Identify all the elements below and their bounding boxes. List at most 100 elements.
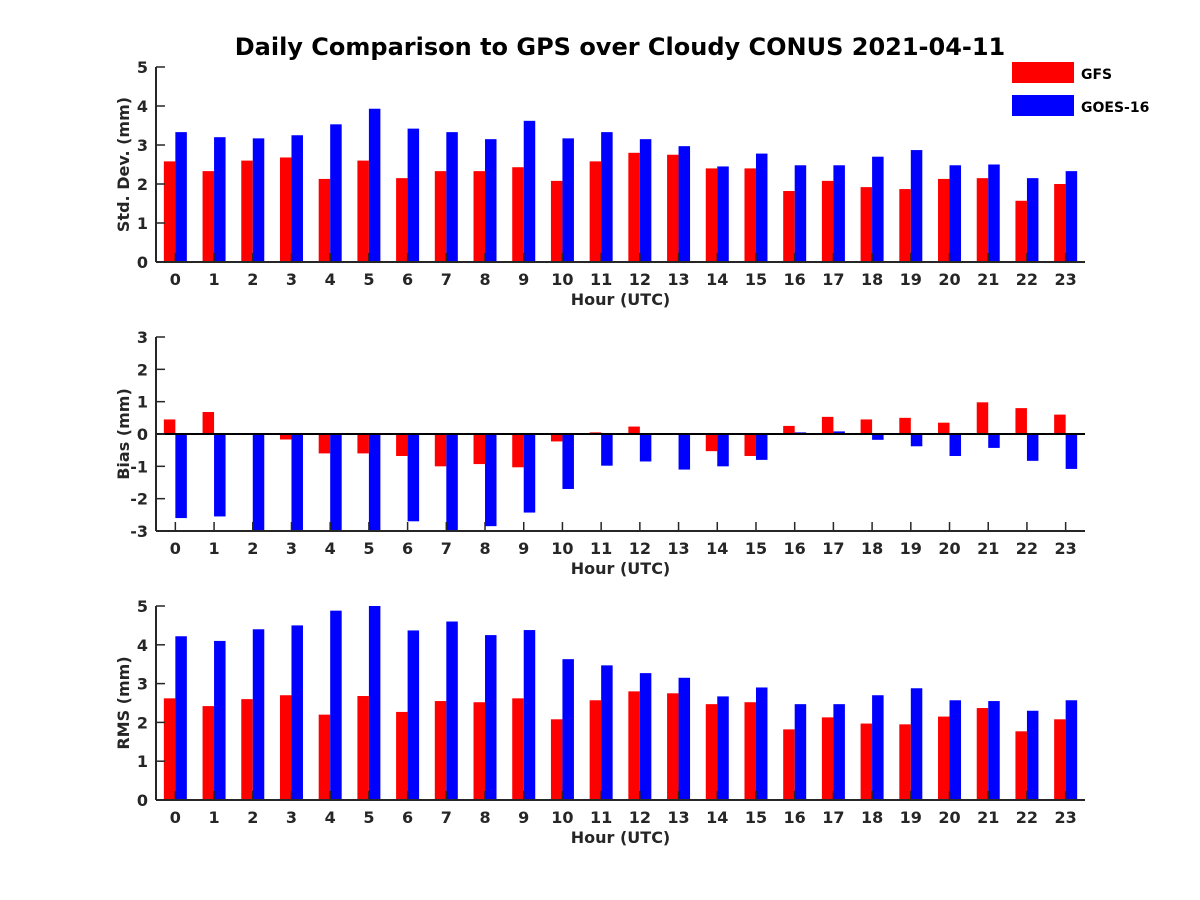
stddev-x-tick-label: 17	[822, 270, 844, 289]
stddev-bar-goes16-9	[523, 120, 536, 262]
rms-bar-goes16-19	[910, 688, 923, 800]
legend-swatch-goes16	[1012, 95, 1074, 116]
rms-x-tick-label: 9	[518, 808, 529, 827]
stddev-bar-goes16-13	[678, 146, 691, 262]
bias-bar-goes16-0	[175, 434, 187, 519]
bias-y-tick-label: -2	[130, 490, 148, 509]
rms-bar-gfs-11	[589, 700, 602, 800]
rms-bar-goes16-14	[717, 696, 729, 800]
bias-x-tick-label: 9	[518, 539, 529, 558]
rms-y-tick-label: 2	[137, 713, 148, 732]
bias-bar-goes16-18	[872, 434, 884, 440]
stddev-bar-gfs-16	[783, 191, 795, 262]
stddev-x-tick-label: 15	[745, 270, 767, 289]
stddev-bar-goes16-8	[485, 139, 497, 262]
stddev-x-axis-label: Hour (UTC)	[571, 290, 671, 309]
rms-x-tick-label: 2	[247, 808, 258, 827]
bias-bar-goes16-6	[407, 434, 420, 522]
bias-y-tick-label: 3	[137, 328, 148, 347]
rms-bar-goes16-5	[368, 606, 381, 800]
bias-bar-goes16-8	[485, 434, 497, 527]
bias-bar-goes16-7	[446, 434, 458, 531]
bias-x-tick-label: 4	[325, 539, 336, 558]
stddev-bar-gfs-20	[938, 178, 950, 262]
stddev-x-tick-label: 23	[1055, 270, 1077, 289]
bias-bar-goes16-12	[639, 434, 652, 462]
stddev-bar-gfs-7	[434, 171, 447, 262]
stddev-bar-goes16-23	[1065, 171, 1078, 262]
stddev-bar-gfs-10	[550, 180, 563, 262]
bias-bar-gfs-18	[860, 419, 873, 434]
stddev-bar-goes16-20	[949, 165, 962, 262]
bias-bar-goes16-13	[678, 434, 691, 470]
legend-swatch-gfs	[1012, 62, 1074, 83]
stddev-bar-goes16-22	[1026, 178, 1039, 262]
rms-bar-goes16-21	[988, 701, 1000, 800]
stddev-bar-goes16-7	[446, 132, 458, 262]
rms-x-tick-label: 10	[551, 808, 573, 827]
stddev-bar-goes16-17	[833, 165, 845, 262]
rms-bar-goes16-23	[1065, 700, 1078, 800]
bias-bar-gfs-12	[628, 426, 640, 434]
rms-bar-goes16-9	[523, 630, 536, 800]
bias-bar-goes16-5	[368, 434, 381, 531]
legend: GFS GOES-16	[1012, 62, 1149, 116]
rms-bar-gfs-2	[241, 699, 253, 800]
stddev-x-tick-label: 10	[551, 270, 573, 289]
stddev-bar-gfs-19	[899, 189, 911, 262]
rms-y-tick-label: 3	[137, 675, 148, 694]
stddev-x-tick-label: 2	[247, 270, 258, 289]
stddev-x-tick-label: 21	[977, 270, 999, 289]
bias-bar-gfs-5	[357, 434, 369, 454]
bias-x-tick-label: 2	[247, 539, 258, 558]
stddev-x-tick-label: 5	[363, 270, 374, 289]
bias-bar-gfs-1	[202, 412, 215, 434]
rms-x-tick-label: 15	[745, 808, 767, 827]
stddev-bar-gfs-18	[860, 187, 873, 262]
rms-x-tick-label: 4	[325, 808, 336, 827]
rms-bar-gfs-1	[202, 706, 215, 800]
rms-x-tick-label: 19	[900, 808, 922, 827]
stddev-bar-goes16-4	[330, 124, 342, 262]
bias-x-tick-label: 7	[441, 539, 452, 558]
stddev-bar-goes16-19	[910, 150, 923, 262]
rms-bar-goes16-20	[949, 700, 962, 800]
rms-bar-gfs-14	[705, 704, 718, 800]
bias-x-tick-label: 1	[208, 539, 219, 558]
bias-x-tick-label: 14	[706, 539, 728, 558]
bias-x-tick-label: 13	[667, 539, 689, 558]
bias-bar-goes16-10	[562, 434, 574, 489]
bias-x-tick-label: 8	[479, 539, 490, 558]
stddev-bar-gfs-22	[1015, 200, 1027, 262]
bias-bar-gfs-21	[976, 402, 989, 434]
stddev-bar-gfs-11	[589, 161, 602, 262]
stddev-bar-gfs-2	[241, 160, 253, 262]
stddev-bar-gfs-13	[667, 154, 679, 262]
stddev-bar-goes16-18	[872, 156, 884, 262]
stddev-x-tick-label: 1	[208, 270, 219, 289]
stddev-bar-goes16-0	[175, 132, 187, 262]
rms-y-tick-label: 0	[137, 791, 148, 810]
stddev-bar-goes16-15	[755, 153, 768, 262]
chart-title: Daily Comparison to GPS over Cloudy CONU…	[235, 33, 1006, 61]
stddev-bar-gfs-23	[1054, 184, 1066, 262]
rms-bar-goes16-4	[330, 610, 342, 800]
bias-bar-gfs-14	[705, 434, 718, 452]
rms-x-axis-label: Hour (UTC)	[571, 828, 671, 847]
bias-bar-goes16-9	[523, 434, 536, 513]
rms-bar-goes16-11	[601, 665, 613, 800]
bias-x-tick-label: 10	[551, 539, 573, 558]
stddev-x-tick-label: 12	[629, 270, 651, 289]
rms-x-tick-label: 20	[938, 808, 960, 827]
stddev-y-tick-label: 2	[137, 175, 148, 194]
rms-bar-goes16-16	[794, 704, 807, 800]
stddev-bar-goes16-10	[562, 138, 574, 262]
stddev-x-tick-label: 7	[441, 270, 452, 289]
stddev-bar-gfs-3	[279, 157, 292, 262]
rms-bar-goes16-13	[678, 677, 691, 800]
stddev-y-tick-label: 1	[137, 214, 148, 233]
stddev-bar-goes16-5	[368, 108, 381, 262]
